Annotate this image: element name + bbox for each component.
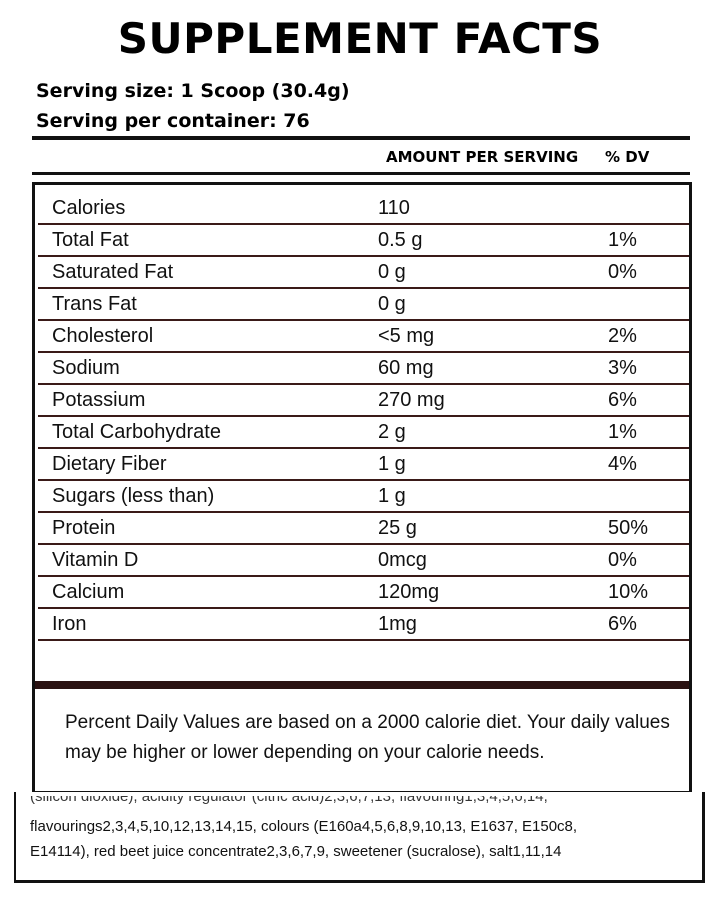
header-divider — [32, 172, 690, 175]
nutrient-amount: 2 g — [378, 421, 406, 443]
ingredients-line: flavourings2,3,4,5,10,12,13,14,15, colou… — [30, 818, 578, 835]
nutrient-dv: 0% — [608, 261, 637, 283]
nutrient-name: Total Carbohydrate — [52, 421, 221, 443]
nutrient-dv: 0% — [608, 549, 637, 571]
page-title: SUPPLEMENT FACTS — [117, 14, 603, 63]
nutrient-name: Total Fat — [52, 229, 129, 251]
nutrient-name: Sodium — [52, 357, 120, 379]
nutrient-name: Saturated Fat — [52, 261, 174, 283]
nutrient-amount: 0mcg — [378, 549, 427, 571]
servings-per-container: Serving per container: 76 — [36, 110, 310, 132]
nutrient-dv: 2% — [608, 325, 637, 347]
nutrient-name: Iron — [52, 613, 87, 635]
nutrient-amount: 1 g — [378, 485, 406, 507]
ingredients-panel: (silicon dioxide), acidity regulator (ci… — [14, 792, 705, 883]
top-divider — [32, 136, 690, 140]
nutrient-name: Calcium — [52, 581, 125, 603]
nutrient-row: Dietary Fiber 1 g 4% — [38, 449, 689, 481]
nutrient-amount: 0 g — [378, 261, 406, 283]
nutrient-amount: 0 g — [378, 293, 406, 315]
nutrient-row: Cholesterol <5 mg 2% — [38, 321, 689, 353]
nutrient-row: Total Fat 0.5 g 1% — [38, 225, 689, 257]
nutrient-name: Trans Fat — [52, 293, 137, 315]
nutrient-name: Sugars (less than) — [52, 485, 215, 507]
nutrient-amount: 120mg — [378, 581, 440, 603]
amount-column-header: AMOUNT PER SERVING — [386, 148, 579, 166]
nutrient-amount: 110 — [378, 197, 410, 219]
section-divider-band — [35, 681, 689, 689]
nutrient-dv: 6% — [608, 613, 637, 635]
dv-column-header: % DV — [605, 148, 650, 166]
nutrient-dv: 10% — [608, 581, 649, 603]
nutrient-row: Sodium 60 mg 3% — [38, 353, 689, 385]
nutrient-name: Potassium — [52, 389, 146, 411]
serving-size: Serving size: 1 Scoop (30.4g) — [36, 80, 350, 102]
nutrient-row: Protein 25 g 50% — [38, 513, 689, 545]
nutrient-amount: 60 mg — [378, 357, 434, 379]
nutrient-dv: 1% — [608, 229, 637, 251]
nutrient-amount: 1mg — [378, 613, 417, 635]
nutrient-row: Trans Fat 0 g — [38, 289, 689, 321]
nutrient-dv: 4% — [608, 453, 637, 475]
ingredients-partial-text: (silicon dioxide), acidity regulator (ci… — [30, 796, 548, 805]
nutrient-row: Saturated Fat 0 g 0% — [38, 257, 689, 289]
nutrient-dv: 1% — [608, 421, 637, 443]
nutrient-name: Protein — [52, 517, 116, 539]
nutrient-amount: 1 g — [378, 453, 406, 475]
nutrient-amount: 0.5 g — [378, 229, 423, 251]
nutrient-row: Total Carbohydrate 2 g 1% — [38, 417, 689, 449]
nutrient-amount: <5 mg — [378, 325, 435, 347]
nutrient-row: Calories 110 — [38, 193, 689, 225]
nutrient-row: Calcium 120mg 10% — [38, 577, 689, 609]
nutrient-row: Sugars (less than) 1 g — [38, 481, 689, 513]
ingredients-partial-line: (silicon dioxide), acidity regulator (ci… — [30, 796, 670, 808]
nutrient-row: Iron 1mg 6% — [38, 609, 689, 641]
daily-value-footnote: Percent Daily Values are based on a 2000… — [65, 712, 670, 763]
nutrient-dv: 6% — [608, 389, 637, 411]
nutrient-amount: 25 g — [378, 517, 417, 539]
nutrient-row: Vitamin D 0mcg 0% — [38, 545, 689, 577]
nutrient-dv: 3% — [608, 357, 637, 379]
nutrient-dv: 50% — [608, 517, 649, 539]
nutrient-name: Vitamin D — [52, 549, 139, 571]
nutrient-name: Dietary Fiber — [52, 453, 167, 475]
nutrient-row: Potassium 270 mg 6% — [38, 385, 689, 417]
nutrient-name: Cholesterol — [52, 325, 154, 347]
nutrient-name: Calories — [52, 197, 126, 219]
ingredients-line: E14114), red beet juice concentrate2,3,6… — [30, 843, 562, 860]
nutrient-amount: 270 mg — [378, 389, 445, 411]
nutrition-panel: Calories 110 Total Fat 0.5 g 1% Saturate… — [32, 182, 692, 794]
